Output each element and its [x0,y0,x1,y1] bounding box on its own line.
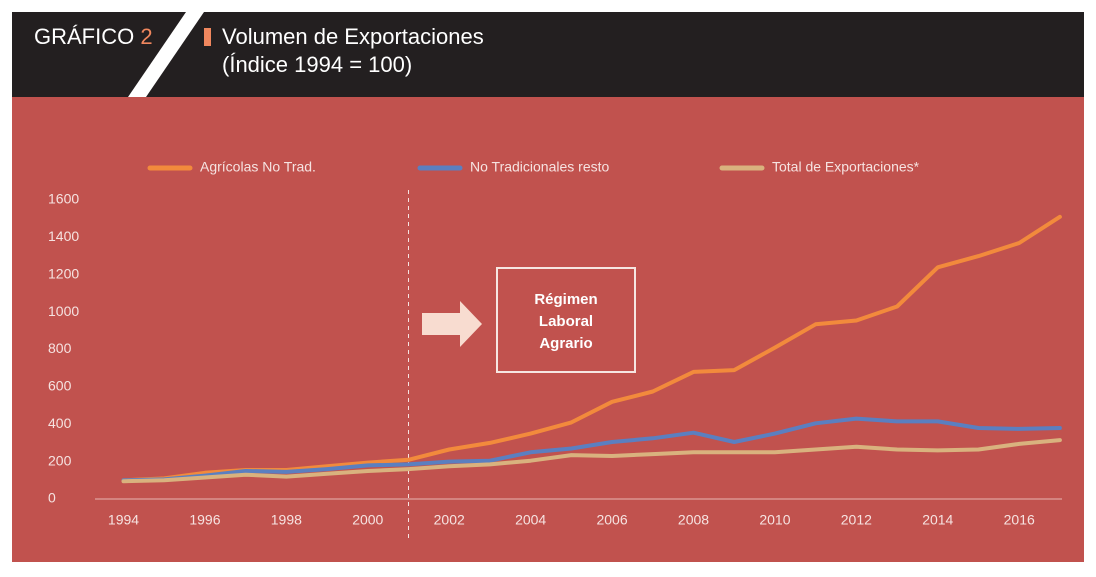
x-tick-label: 2014 [922,512,953,528]
figure-label: GRÁFICO 2 [34,24,153,49]
y-tick-label: 800 [48,340,72,356]
x-tick-label: 1994 [108,512,139,528]
y-tick-label: 1600 [48,191,79,207]
figure-number: 2 [140,24,152,49]
y-tick-label: 400 [48,415,72,431]
legend-label: Agrícolas No Trad. [200,159,316,175]
annotation-text: Agrario [539,335,592,352]
y-tick-label: 1400 [48,228,79,244]
legend-label: Total de Exportaciones* [772,159,920,175]
chart-title: Volumen de Exportaciones [222,24,484,49]
x-tick-label: 2000 [352,512,383,528]
x-tick-label: 2012 [841,512,872,528]
series-line [121,438,1062,484]
x-tick-label: 2006 [596,512,627,528]
figure-label-text: GRÁFICO [34,24,134,49]
title-marker [204,28,211,46]
y-tick-label: 600 [48,378,72,394]
header-slash [128,12,204,97]
annotation-box [496,267,636,373]
x-tick-label: 2016 [1004,512,1035,528]
x-tick-label: 1996 [189,512,220,528]
x-tick-label: 2004 [515,512,546,528]
annotation-text: Laboral [539,313,593,330]
arrow [422,301,482,347]
series-line [121,416,1062,483]
y-tick-label: 0 [48,490,56,506]
y-tick-label: 1200 [48,265,79,281]
panel [12,97,1084,562]
x-tick-label: 2010 [759,512,790,528]
chart-subtitle: (Índice 1994 = 100) [222,52,412,77]
x-tick-label: 2002 [434,512,465,528]
y-tick-label: 1000 [48,303,79,319]
x-tick-label: 1998 [271,512,302,528]
y-tick-label: 200 [48,452,72,468]
legend-label: No Tradicionales resto [470,159,610,175]
annotation-text: Régimen [534,291,597,308]
x-tick-label: 2008 [678,512,709,528]
